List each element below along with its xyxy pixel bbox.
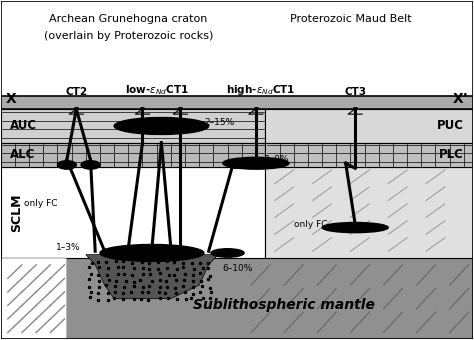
Ellipse shape [114,118,209,134]
Ellipse shape [100,244,204,261]
Ellipse shape [81,161,100,169]
Bar [265,109,474,143]
Text: 1–3%: 1–3% [56,243,81,252]
Text: low-$\varepsilon_{Nd}$CT1: low-$\varepsilon_{Nd}$CT1 [125,83,189,97]
Text: SCLM: SCLM [10,193,23,232]
Ellipse shape [211,249,244,257]
Text: (overlain by Proterozoic rocks): (overlain by Proterozoic rocks) [44,31,213,41]
Text: Archean Grunehogna craton: Archean Grunehogna craton [49,14,208,24]
Text: high-$\varepsilon_{Nd}$CT1: high-$\varepsilon_{Nd}$CT1 [226,83,295,97]
Text: PLC: PLC [439,148,464,161]
Ellipse shape [57,161,76,169]
Ellipse shape [223,157,289,169]
Text: CT2: CT2 [65,87,87,97]
Bar [0,167,265,258]
Text: 2–15%: 2–15% [204,118,234,127]
Bar [0,258,474,339]
Text: AUC: AUC [10,119,37,133]
Text: CT3: CT3 [344,87,366,97]
Text: X: X [5,92,16,106]
Bar [265,167,474,258]
Bar [0,109,265,143]
Text: Sublithospheric mantle: Sublithospheric mantle [193,299,375,312]
Text: 1–8%: 1–8% [265,155,290,164]
Text: X’: X’ [453,92,469,106]
Bar [0,96,474,109]
FancyBboxPatch shape [0,258,67,339]
Text: PUC: PUC [437,119,464,133]
Ellipse shape [322,222,388,233]
Bar [0,1,474,96]
Text: 6–10%: 6–10% [223,264,253,273]
Bar [0,143,265,167]
Text: ALC: ALC [10,148,36,161]
Polygon shape [86,255,218,299]
Text: only FC: only FC [24,199,58,208]
Text: only FC: only FC [294,220,327,229]
Text: Proterozoic Maud Belt: Proterozoic Maud Belt [290,14,411,24]
Bar [265,143,474,167]
